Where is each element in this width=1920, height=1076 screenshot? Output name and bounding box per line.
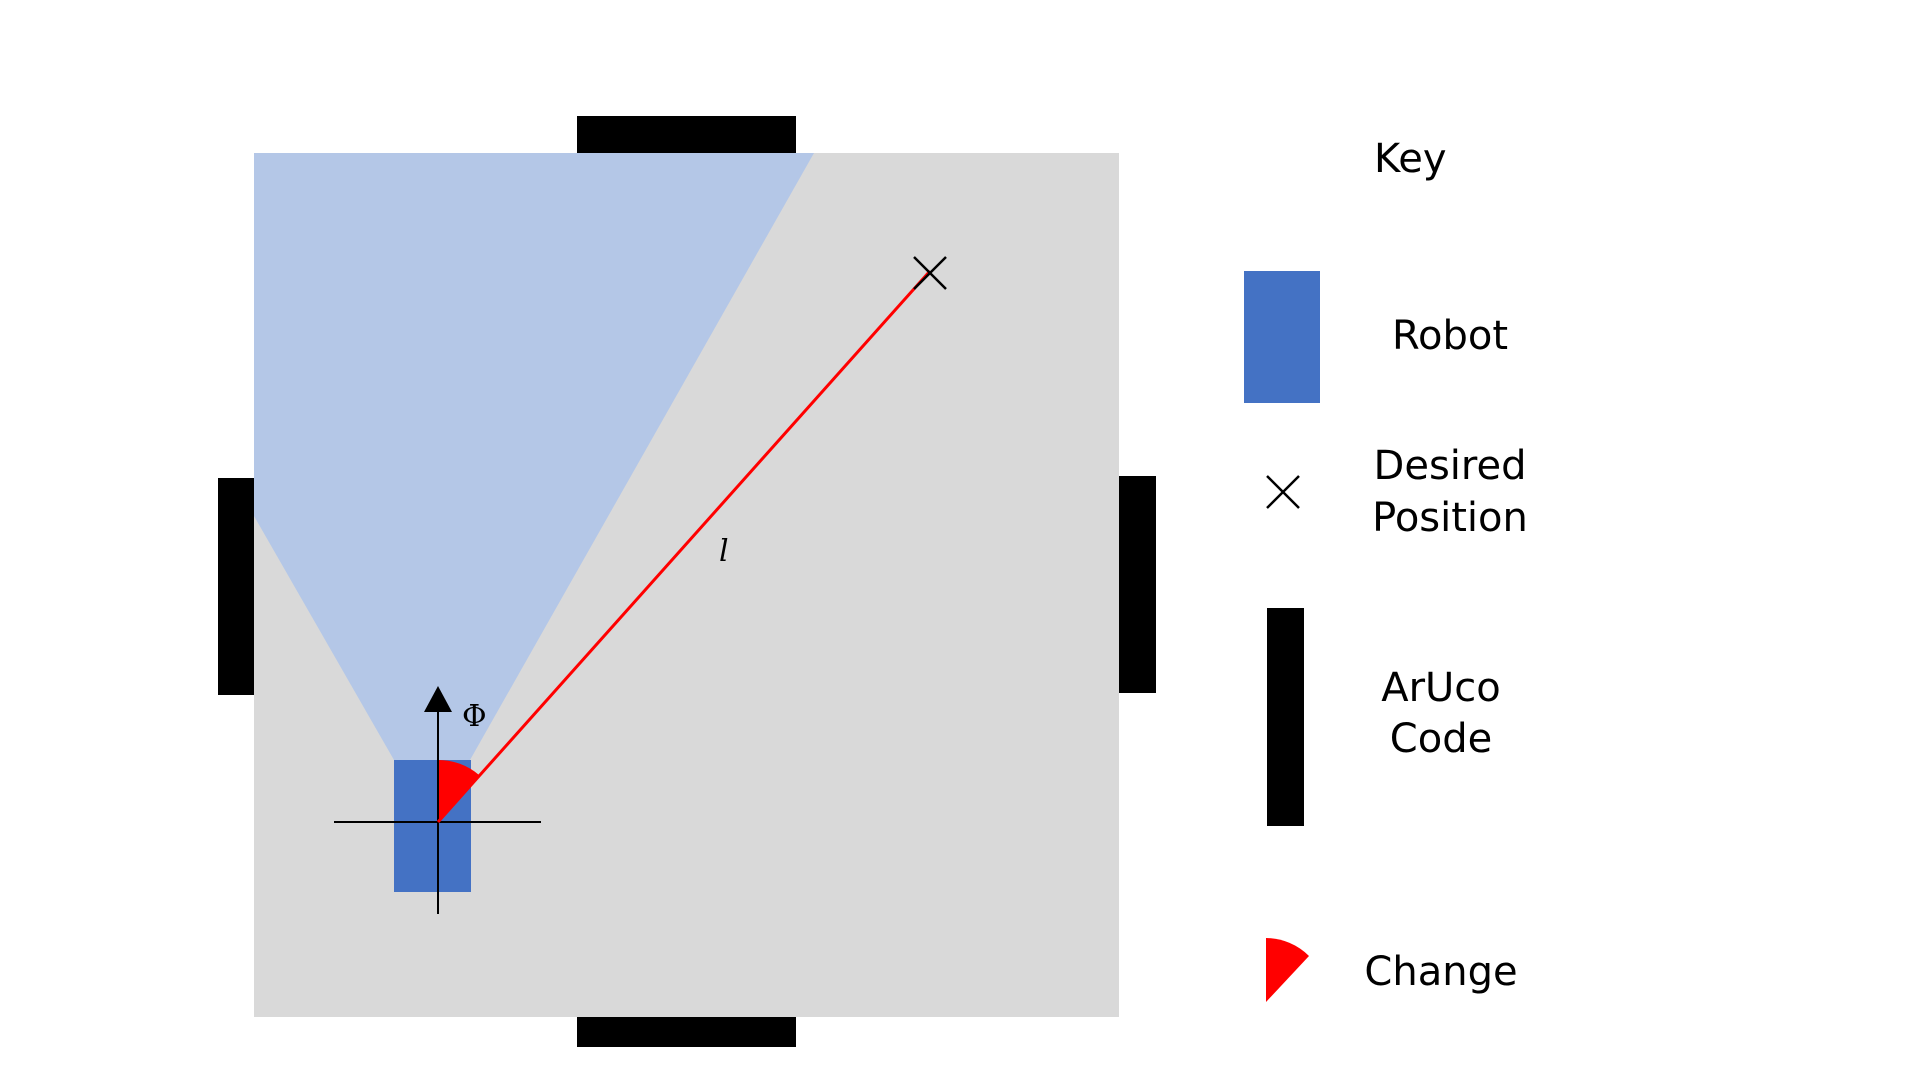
legend-title: Key bbox=[1374, 136, 1447, 182]
legend-aruco-label-line2: Code bbox=[1390, 716, 1492, 762]
change-wedge bbox=[438, 759, 479, 822]
legend-robot-label: Robot bbox=[1392, 313, 1508, 359]
legend-aruco-label-line1: ArUco bbox=[1381, 665, 1501, 711]
heading-arrow-head bbox=[424, 686, 452, 712]
target-line bbox=[436, 270, 932, 823]
aruco-marker-top bbox=[577, 116, 796, 153]
legend: Key Robot Desired Position ArUco Code Ch… bbox=[1244, 136, 1528, 1002]
legend-robot-swatch bbox=[1244, 271, 1320, 403]
desired-position-marker bbox=[913, 256, 947, 290]
field-of-view bbox=[254, 153, 814, 760]
aruco-marker-right bbox=[1119, 476, 1156, 693]
legend-desired-position-label-line1: Desired bbox=[1374, 443, 1527, 489]
legend-desired-position-label-line2: Position bbox=[1372, 495, 1528, 541]
legend-cross-icon bbox=[1266, 475, 1300, 509]
line-length-label: l bbox=[719, 534, 729, 569]
aruco-marker-left bbox=[218, 478, 256, 695]
legend-aruco-swatch bbox=[1267, 608, 1304, 826]
heading-label: Φ bbox=[462, 699, 487, 734]
legend-change-label: Change bbox=[1364, 949, 1517, 995]
legend-change-wedge-icon bbox=[1266, 938, 1309, 1002]
